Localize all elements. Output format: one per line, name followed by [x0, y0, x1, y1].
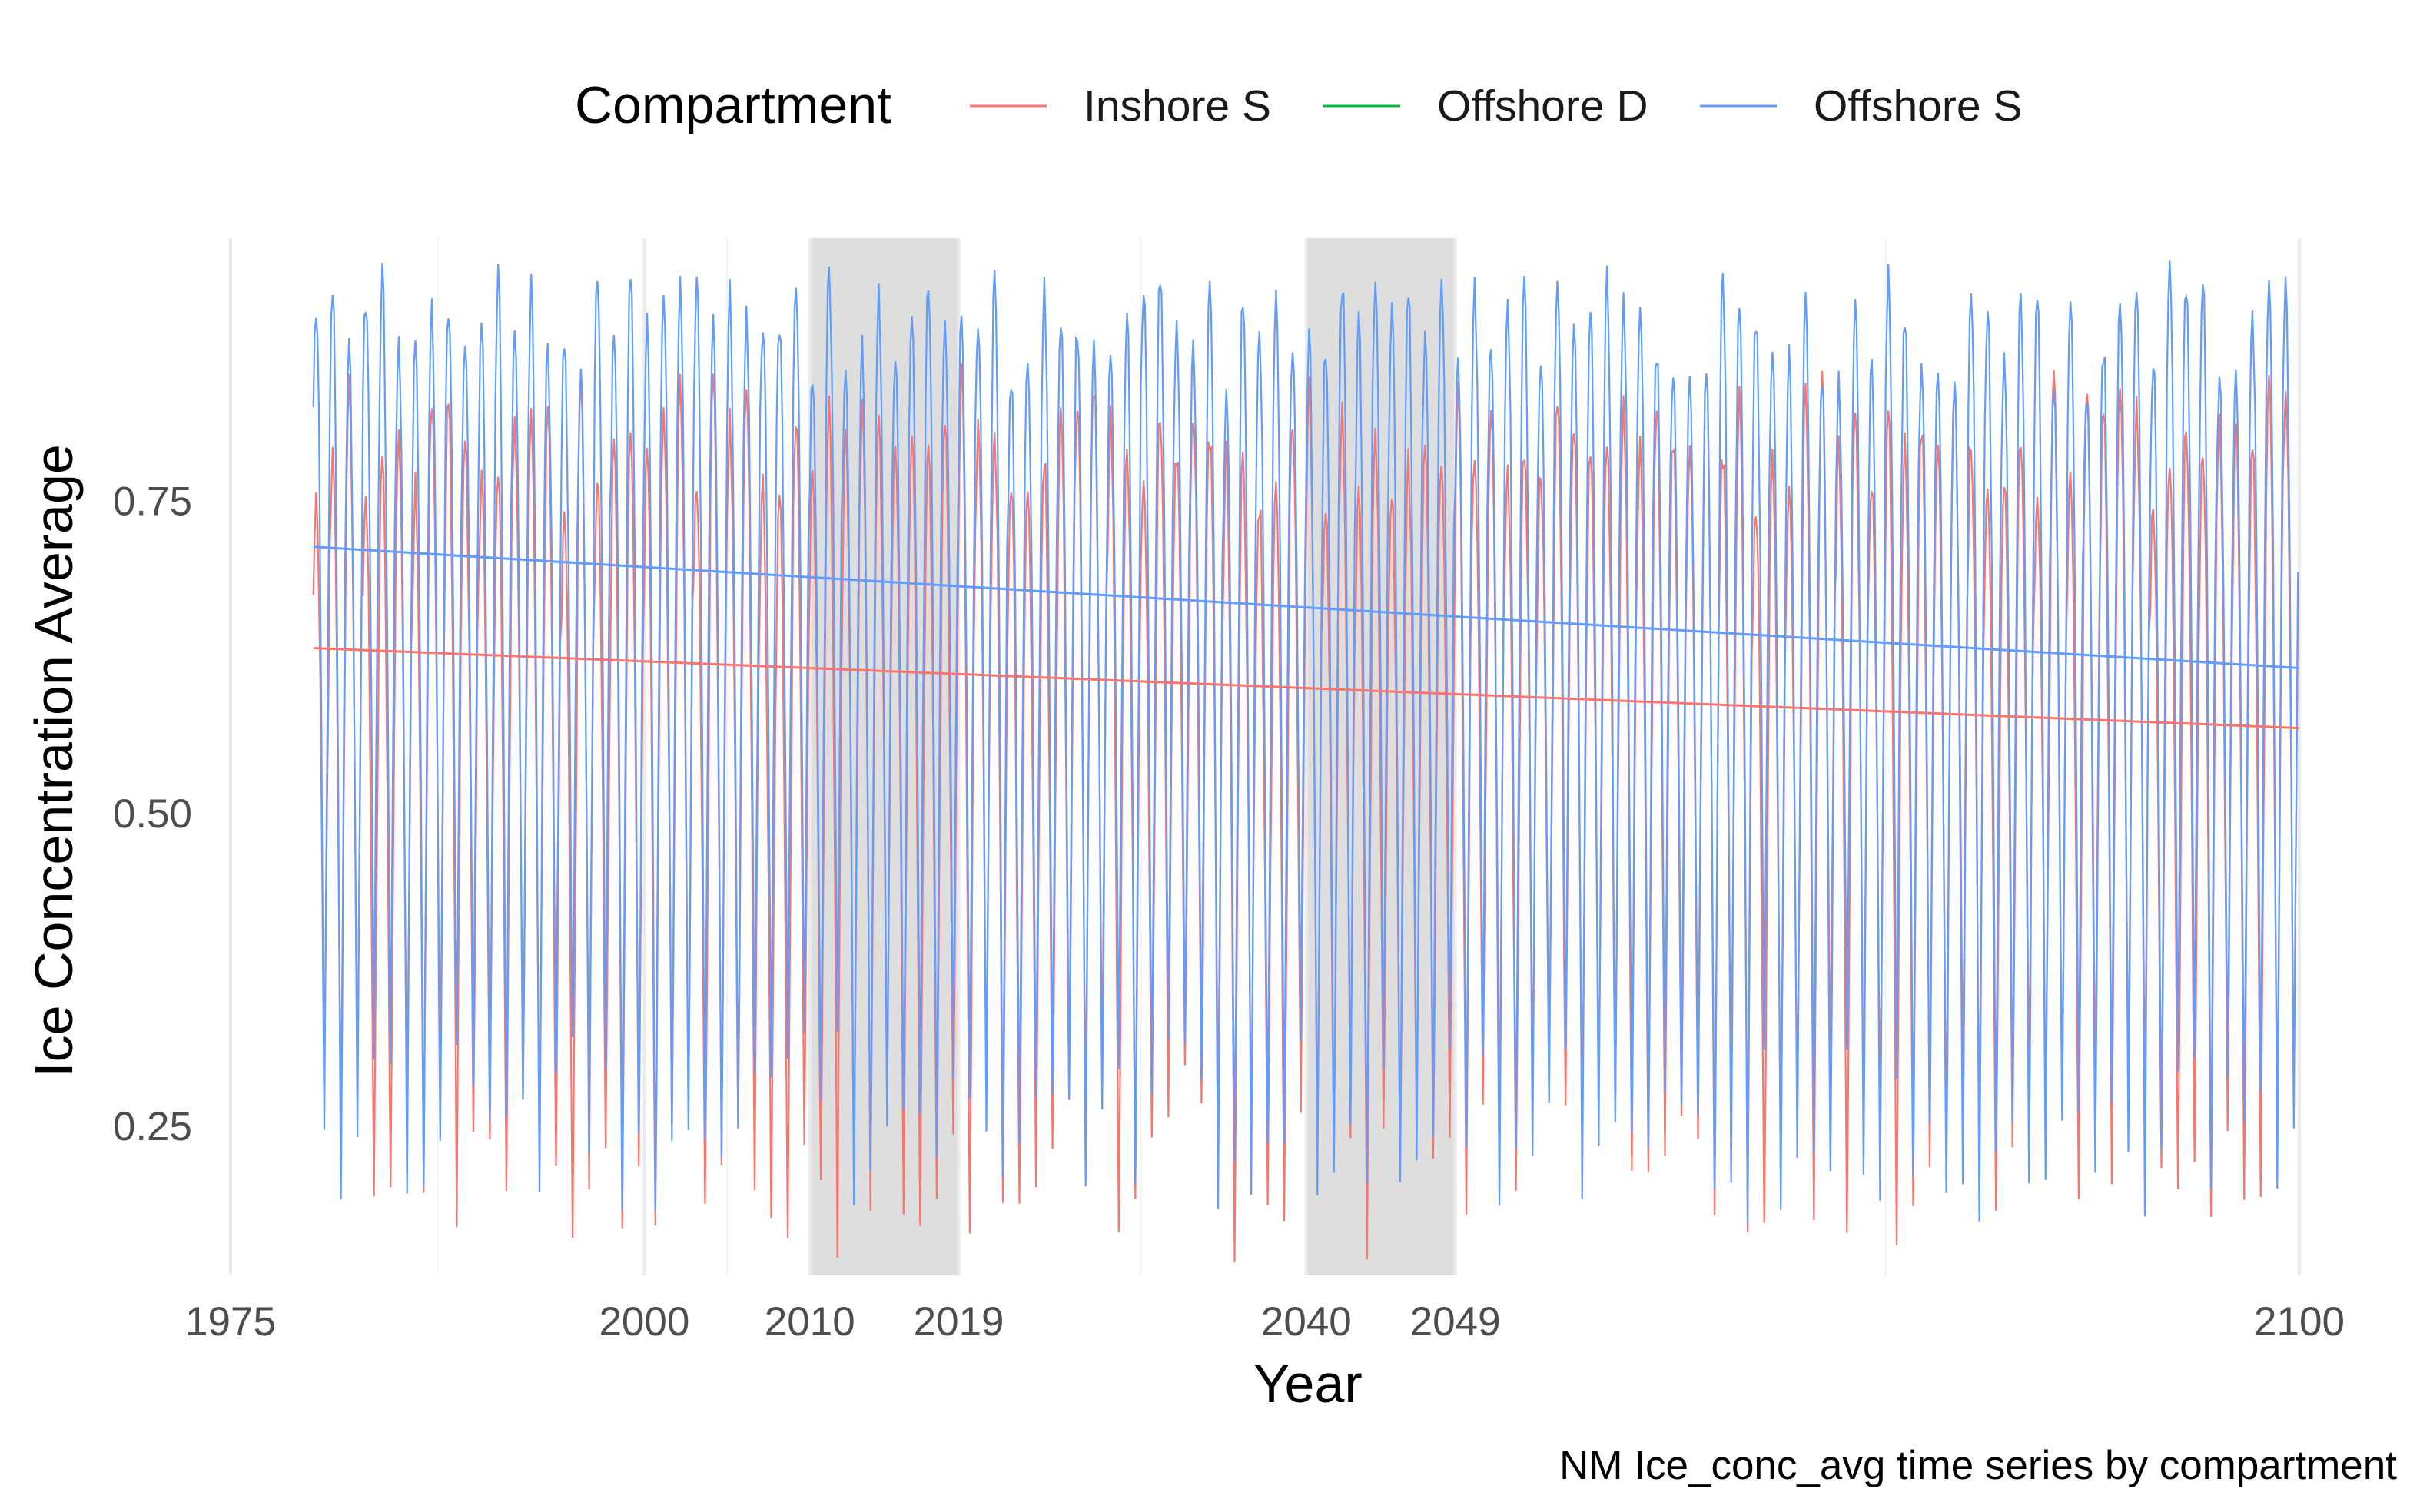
y-tick-label-0.50: 0.50	[113, 791, 192, 837]
trend-line-inshore-s	[313, 646, 2300, 730]
x-tick-label-2100: 2100	[2254, 1299, 2345, 1345]
legend: Compartment Inshore S Offshore D Offshor…	[575, 76, 2022, 134]
x-axis-ticks: 1975 2000 2010 2019 2040 2049 2100	[185, 1299, 2345, 1345]
series-line-offshore-s	[312, 260, 2299, 1224]
trend-line-offshore-s	[313, 545, 2300, 670]
legend-label-inshore-s: Inshore S	[1084, 81, 1271, 131]
x-tick-label-2040: 2040	[1261, 1299, 1352, 1345]
trend-lines	[313, 545, 2300, 730]
x-tick-label-2019: 2019	[914, 1299, 1004, 1345]
chart-caption: NM Ice_conc_avg time series by compartme…	[1559, 1443, 2397, 1488]
x-tick-label-2000: 2000	[599, 1299, 689, 1345]
x-tick-label-2049: 2049	[1410, 1299, 1501, 1345]
x-tick-label-2010: 2010	[765, 1299, 855, 1345]
y-tick-label-0.25: 0.25	[113, 1104, 192, 1149]
y-axis-title: Ice Concentration Average	[24, 444, 84, 1077]
legend-title: Compartment	[575, 76, 891, 134]
x-tick-label-1975: 1975	[185, 1299, 276, 1345]
y-axis-ticks: 0.25 0.50 0.75	[113, 479, 192, 1149]
legend-label-offshore-d: Offshore D	[1437, 81, 1648, 131]
series-layer	[312, 260, 2299, 1262]
legend-label-offshore-s: Offshore S	[1814, 81, 2022, 131]
x-axis-title: Year	[1253, 1354, 1362, 1414]
y-tick-label-0.75: 0.75	[113, 479, 192, 525]
